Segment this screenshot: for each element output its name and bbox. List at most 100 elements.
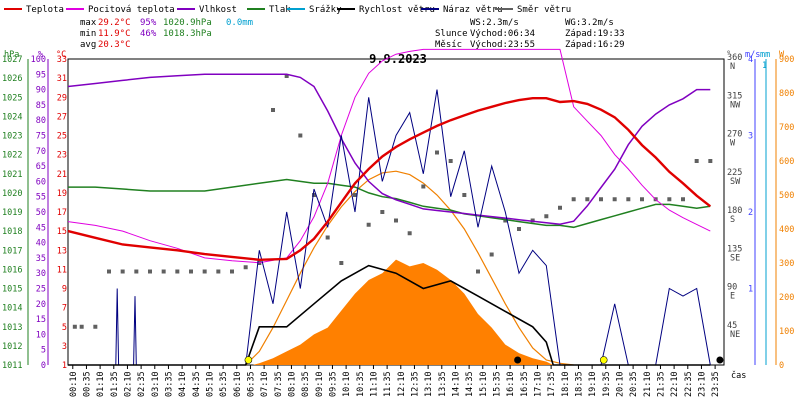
x-tick-label: 17:35 [547, 371, 557, 397]
pct-tick-label: 40 [36, 239, 46, 249]
x-tick-label: 01:35 [110, 371, 120, 397]
x-tick-label: 09:35 [328, 371, 338, 397]
x-tick-label: 01:10 [96, 371, 106, 397]
ms-tick-label: 4 [748, 55, 753, 65]
stats-block: max 29.2°C 95% 1020.9hPa 0.0mm min 11.9°… [80, 18, 625, 50]
degc-tick-label: 27 [57, 112, 67, 122]
degc-tick-label: 9 [62, 285, 67, 295]
pct-tick-label: 50 [36, 208, 46, 218]
hpa-tick-label: 1022 [2, 151, 22, 161]
x-tick-label: 10:35 [356, 371, 366, 397]
wind-direction-point [517, 227, 521, 231]
legend-label-gust: Náraz větru [443, 5, 503, 15]
x-tick-label: 20:35 [629, 371, 639, 397]
x-tick-label: 18:35 [575, 371, 585, 397]
x-tick-label: 14:35 [465, 371, 475, 397]
x-tick-label: 13:35 [438, 371, 448, 397]
legend-label-hum: Vlhkost [199, 5, 237, 15]
wind-direction-point [681, 197, 685, 202]
pct-tick-label: 75 [36, 132, 46, 142]
x-tick-label: 21:35 [657, 371, 667, 397]
wind-direction-point [72, 324, 77, 329]
ms-axis-label: m/s [745, 50, 760, 60]
pct-tick-label: 10 [36, 330, 46, 340]
legend-label-press: Tlak [269, 5, 291, 15]
pct-tick-label: 85 [36, 101, 46, 111]
hpa-tick-label: 1014 [2, 304, 22, 314]
x-tick-label: 14:10 [452, 371, 462, 397]
x-axis-unit: čas [731, 370, 746, 381]
degc-tick-label: 11 [57, 265, 67, 275]
degc-tick-label: 13 [57, 246, 67, 256]
wind-direction-point [394, 218, 398, 223]
sun-label: Slunce [435, 29, 468, 39]
x-tick-label: 07:35 [274, 371, 284, 397]
wind-direction-point [667, 197, 672, 202]
mm-tick-label: 1 [762, 61, 767, 71]
wind-direction-point [489, 252, 494, 257]
hpa-tick-label: 1013 [2, 323, 22, 333]
x-tick-label: 23:35 [711, 371, 721, 397]
axes: hPa1027102610251024102310221021102010191… [2, 50, 794, 371]
x-tick-label: 06:35 [247, 371, 257, 397]
x-tick-label: 15:10 [479, 371, 489, 397]
deg-tick-label: 135 [727, 244, 742, 254]
w-tick-label: 700 [779, 123, 794, 133]
degc-tick-label: 25 [57, 132, 67, 142]
pct-tick-label: 65 [36, 162, 46, 172]
pct-tick-label: 30 [36, 269, 46, 279]
stat-max-label: max [80, 18, 97, 28]
wind-direction-point [476, 269, 480, 274]
wind-direction-point [585, 197, 590, 202]
degc-tick-label: 33 [57, 55, 67, 65]
hpa-tick-label: 1011 [2, 361, 22, 371]
deg-dir-label: SE [730, 253, 740, 263]
pct-tick-label: 5 [41, 346, 46, 356]
wind-direction-point [298, 133, 303, 138]
sun-rise: Východ:06:34 [470, 29, 535, 39]
wind-direction-point [640, 197, 644, 202]
hpa-tick-label: 1015 [2, 285, 22, 295]
x-tick-label: 19:35 [602, 371, 612, 397]
wind-direction-point [421, 184, 426, 189]
w-tick-label: 800 [779, 89, 794, 99]
hpa-tick-label: 1023 [2, 132, 22, 142]
x-tick-label: 03:35 [164, 371, 174, 397]
legend-label-rain: Srážky [309, 5, 342, 15]
legend: Teplota Pocitová teplota Vlhkost Tlak Srážky… [4, 5, 571, 15]
pct-tick-label: 0 [41, 361, 46, 371]
ms-tick-label: 2 [748, 208, 753, 218]
deg-tick-label: 270 [727, 130, 742, 140]
wind-direction-point [243, 265, 248, 270]
solar-clear-line [245, 170, 574, 366]
wind-direction-point [189, 269, 193, 274]
wind-direction-point [312, 193, 316, 197]
stat-max-hum: 95% [140, 18, 157, 28]
deg-tick-label: 180 [727, 206, 742, 216]
moon-label: Měsíc [435, 40, 462, 50]
wind-speed-line [68, 264, 711, 366]
pct-tick-label: 20 [36, 300, 46, 310]
x-tick-label: 22:10 [670, 371, 680, 397]
x-tick-label: 08:10 [288, 371, 298, 397]
w-tick-label: 900 [779, 55, 794, 65]
degc-axis-label: °C [56, 50, 66, 60]
sunset-marker [599, 356, 608, 364]
wind-direction-point [571, 197, 576, 202]
wind-direction-point [107, 269, 111, 274]
feels-like-line [67, 48, 711, 264]
x-tick-label: 11:10 [369, 371, 379, 397]
hpa-tick-label: 1026 [2, 74, 22, 84]
wind-direction-point [626, 197, 631, 202]
deg-dir-label: SW [730, 177, 741, 187]
sunrise-marker [244, 356, 253, 364]
pct-tick-label: 95 [36, 70, 46, 80]
pct-tick-label: 70 [36, 147, 46, 157]
x-tick-label: 11:35 [383, 371, 393, 397]
x-tick-label: 18:10 [561, 371, 571, 397]
legend-label-wind: Rychlost větru [359, 5, 435, 15]
wind-ws: WS:2.3m/s [470, 18, 519, 28]
degc-tick-label: 3 [62, 342, 67, 352]
ms-tick-label: 1 [748, 285, 753, 295]
